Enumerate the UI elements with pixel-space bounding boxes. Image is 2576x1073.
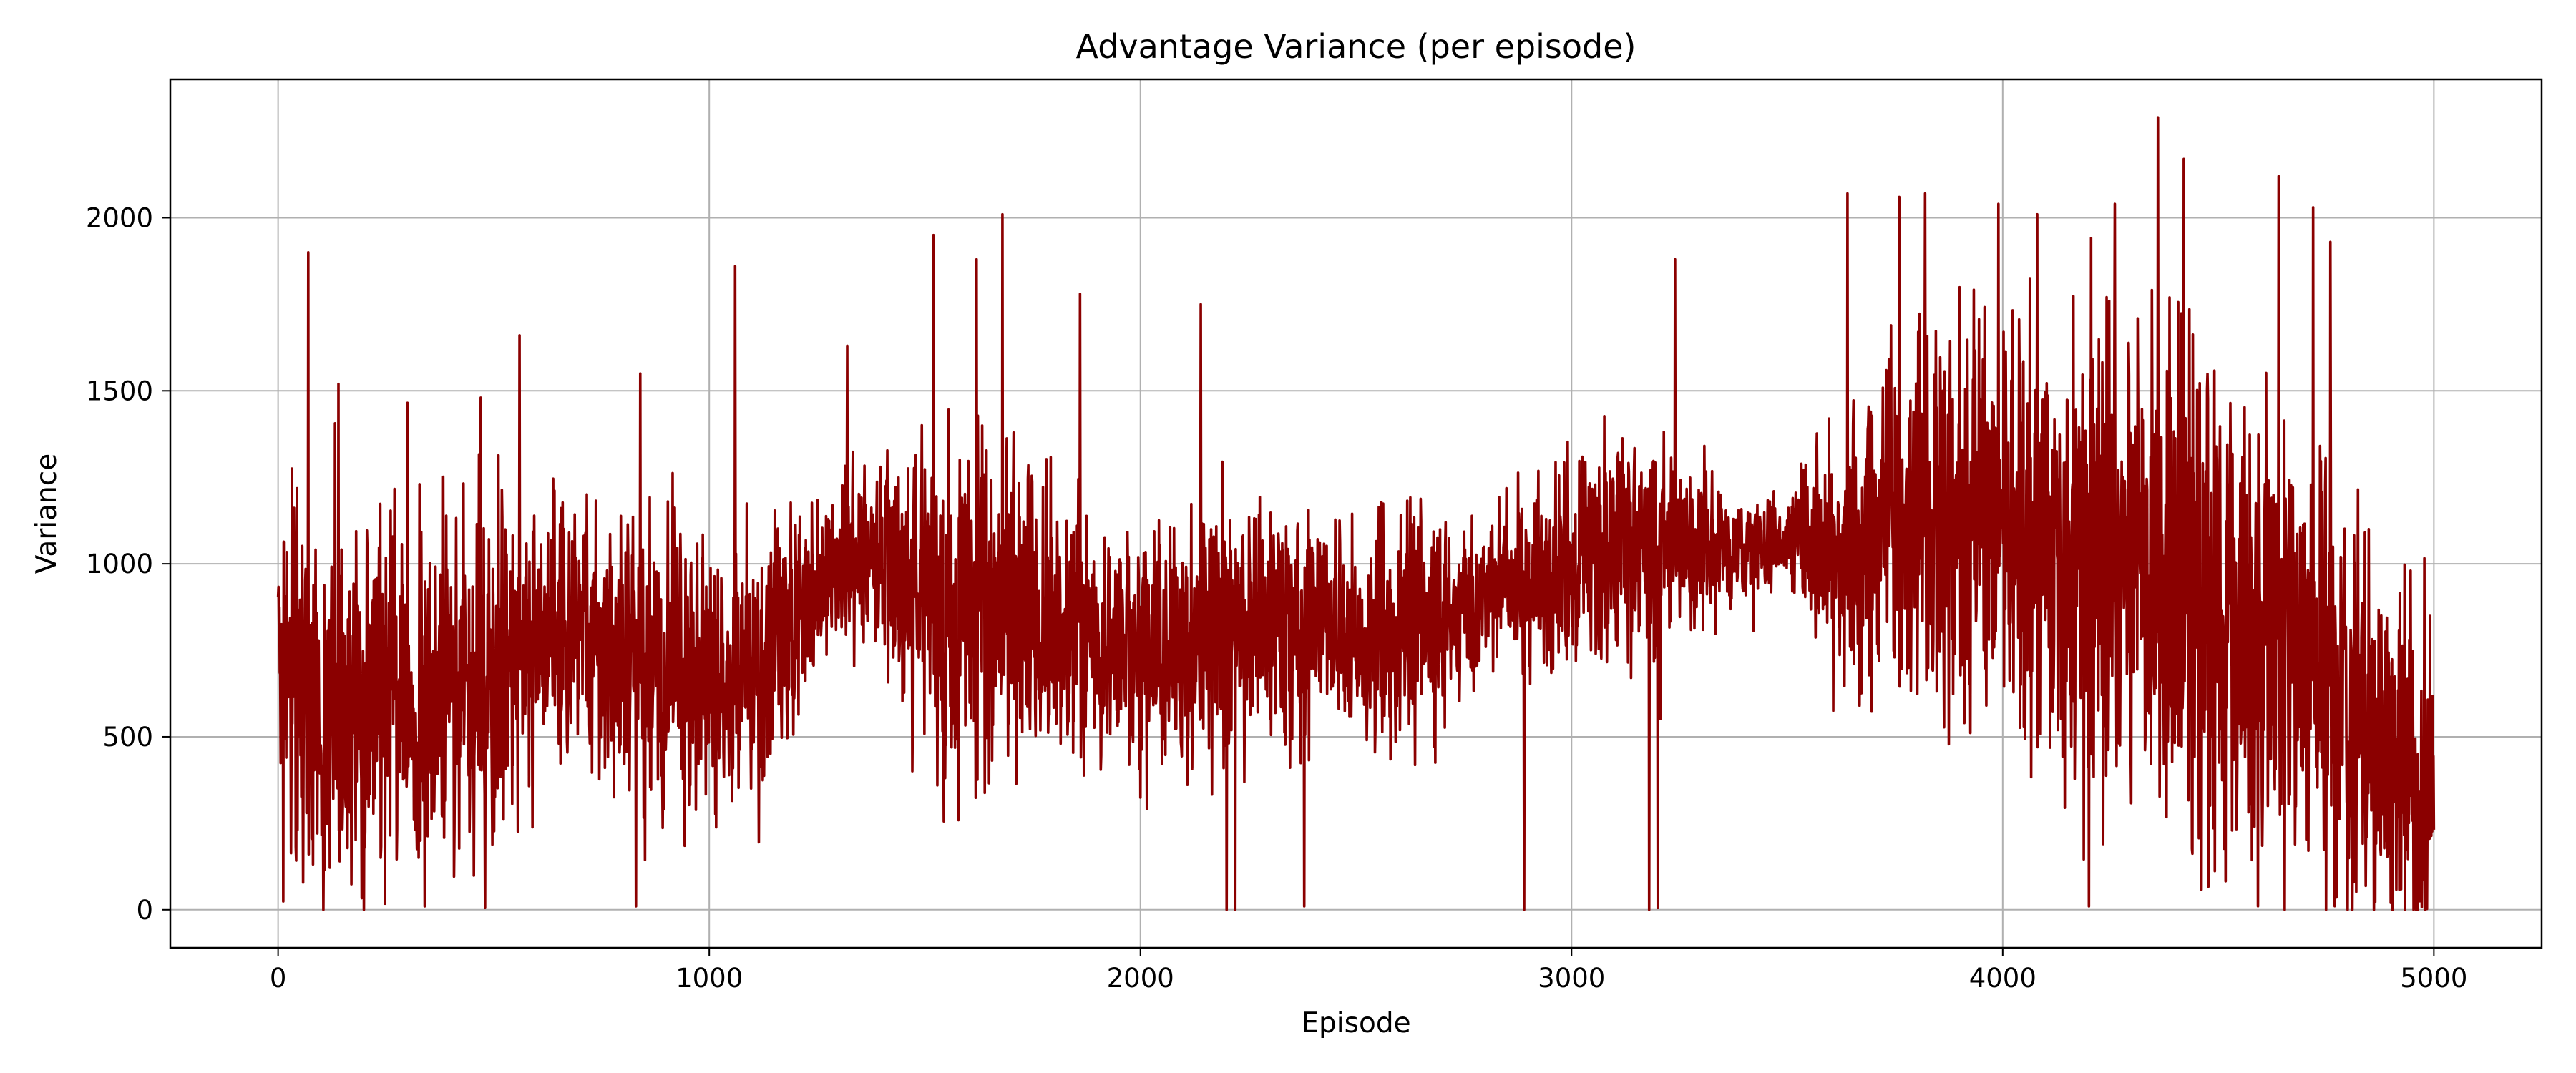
x-tick-label: 0 [270, 963, 287, 994]
variance-series-line [276, 116, 2436, 911]
x-axis-label: Episode [1301, 1007, 1410, 1039]
y-tick-label: 0 [136, 895, 153, 926]
y-axis-label: Variance [31, 454, 63, 574]
y-tick-label: 1500 [86, 376, 153, 406]
y-tick-label: 2000 [86, 202, 153, 233]
y-tick-label: 1000 [86, 549, 153, 579]
chart-title: Advantage Variance (per episode) [1076, 27, 1636, 66]
plot-frame [169, 78, 2543, 949]
x-tick-label: 4000 [1969, 963, 2036, 994]
x-tick-label: 1000 [675, 963, 743, 994]
ticks: 0 1000 2000 3000 4000 5000 0 500 1000 1500 2000 [86, 202, 2468, 994]
x-tick-label: 2000 [1107, 963, 1174, 994]
grid [170, 79, 2542, 948]
series-layer [276, 116, 2436, 911]
x-tick-label: 5000 [2400, 963, 2467, 994]
x-tick-label: 3000 [1538, 963, 1605, 994]
y-tick-label: 500 [102, 722, 153, 753]
